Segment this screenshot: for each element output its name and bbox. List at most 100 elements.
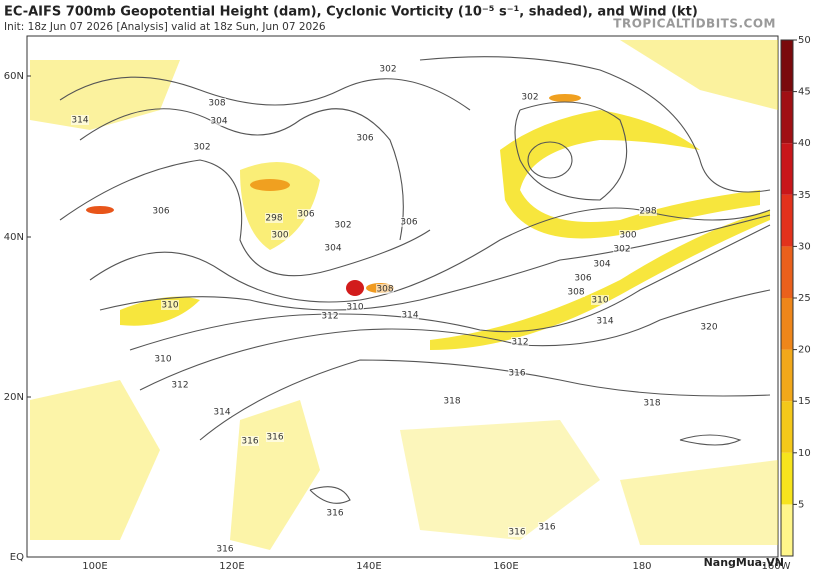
contour-label: 314 (401, 311, 418, 321)
contour-label: 298 (639, 207, 656, 217)
contour-label-bg (346, 302, 364, 312)
contour-label: 314 (213, 408, 230, 418)
contour-label-bg (567, 287, 585, 297)
contour-label: 318 (643, 399, 660, 409)
colorbar-label: 15 (798, 396, 811, 407)
map-labels: 60N 40N 20N EQ 100E 120E 140E 160E 180 160W 5 10 15 2… (4, 35, 811, 572)
contour-label-bg (356, 133, 374, 143)
contour-label: 308 (208, 99, 225, 109)
contour-label: 306 (356, 134, 373, 144)
contour-label-bg (266, 432, 284, 442)
contour-label: 318 (443, 397, 460, 407)
colorbar-swatch (781, 91, 793, 144)
contour-label-bg (241, 436, 259, 446)
contour-label-bg (613, 244, 631, 254)
lat-label: 60N (4, 71, 24, 82)
contour-label-bg (443, 396, 461, 406)
contour-label-bg (401, 310, 419, 320)
lon-label: 120E (219, 561, 244, 572)
lat-label: EQ (10, 552, 24, 563)
contour-label: 316 (508, 369, 525, 379)
colorbar-swatch (781, 401, 793, 453)
contour-label-bg (208, 98, 226, 108)
contour-label-bg (71, 115, 89, 125)
contour-label-bg (643, 398, 661, 408)
contour-label-bg (297, 209, 315, 219)
contour-label-bg (574, 273, 592, 283)
contour-label-bg (508, 527, 526, 537)
contour-label: 308 (376, 285, 393, 295)
lon-label: 160E (493, 561, 518, 572)
contour-label-bg (521, 92, 539, 102)
lon-label: 140E (356, 561, 381, 572)
contour-label: 304 (324, 244, 341, 254)
contour-label-bg (171, 380, 189, 390)
colorbar-label: 30 (798, 241, 811, 252)
contour-label-bg (379, 64, 397, 74)
contour-label-bg (321, 311, 339, 321)
contour-label-bg (700, 322, 718, 332)
contour-label: 302 (334, 221, 351, 231)
contour-label: 312 (171, 381, 188, 391)
contour-label-bg (271, 230, 289, 240)
watermark: NangMua.VN (704, 556, 784, 569)
colorbar-label: 10 (798, 448, 811, 459)
contour-label: 316 (326, 509, 343, 519)
contour-label-bg (376, 284, 394, 294)
contour-label: 316 (216, 545, 233, 555)
init-line: Init: 18z Jun 07 2026 [Analysis] valid a… (4, 21, 326, 33)
contour-label-bg (213, 407, 231, 417)
contour-label: 314 (71, 116, 88, 126)
contour-label: 306 (574, 274, 591, 284)
contour-label: 314 (596, 317, 613, 327)
lon-label: 160W (762, 561, 791, 572)
contour-label-bg (154, 354, 172, 364)
contour-label: 310 (591, 296, 608, 306)
contour-label-bg (152, 206, 170, 216)
colorbar-label: 20 (798, 345, 811, 356)
lon-label: 100E (82, 561, 107, 572)
contour-label: 302 (193, 143, 210, 153)
contour-label: 302 (521, 93, 538, 103)
contour-label-bg (593, 259, 611, 269)
contour-label: 312 (321, 312, 338, 322)
contour-label: 316 (538, 523, 555, 533)
contour-label: 302 (613, 245, 630, 255)
contour-label-bg (161, 300, 179, 310)
contour-label: 300 (271, 231, 288, 241)
contour-label: 306 (297, 210, 314, 220)
lat-label: 20N (4, 392, 24, 403)
contour-label-bg (334, 220, 352, 230)
map-frame (26, 35, 779, 558)
contour-label: 304 (210, 117, 227, 127)
colorbar-label: 40 (798, 138, 811, 149)
contour-label: 300 (619, 231, 636, 241)
contour-label: 306 (400, 218, 417, 228)
colorbar-swatch (781, 504, 793, 556)
colorbar-swatch (781, 194, 793, 247)
contour-label: 308 (567, 288, 584, 298)
contour-label-bg (639, 206, 657, 216)
contour-label-bg (265, 213, 283, 223)
contour-label: 310 (346, 303, 363, 313)
contour-label: 320 (700, 323, 717, 333)
contour-label-bg (324, 243, 342, 253)
contour-label: 306 (152, 207, 169, 217)
contour-label: 310 (161, 301, 178, 311)
contour-label: 316 (508, 528, 525, 538)
contour-label-bg (538, 522, 556, 532)
map-area (26, 35, 779, 558)
contour-label: 304 (593, 260, 610, 270)
contour-label: 310 (154, 355, 171, 365)
contour-label-bg (591, 295, 609, 305)
contour-label: 298 (265, 214, 282, 224)
contour-label: 302 (379, 65, 396, 75)
colorbar-swatch (781, 143, 793, 195)
contour-label-bg (508, 368, 526, 378)
colorbar-swatch (781, 246, 793, 298)
colorbar-label: 25 (798, 293, 811, 304)
contour-label-bg (216, 544, 234, 554)
contour-label-bg (619, 230, 637, 240)
colorbar-swatch (781, 452, 793, 505)
site-name: TROPICALTIDBITS.COM (613, 17, 776, 31)
